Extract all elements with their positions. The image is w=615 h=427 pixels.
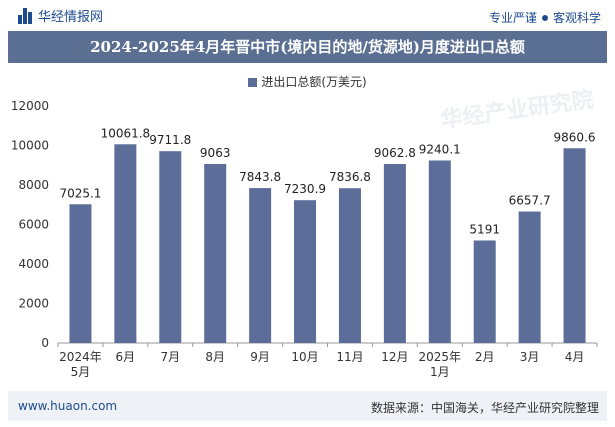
bar [249, 188, 272, 343]
x-tick-label-line: 2月 [475, 350, 495, 364]
x-tick-label: 4月 [565, 350, 585, 364]
legend-swatch [248, 78, 258, 87]
data-label: 9711.8 [149, 133, 191, 147]
x-tick-label: 2024年 5月 [59, 350, 102, 379]
y-tick-label: 8000 [18, 178, 49, 192]
bar [338, 188, 361, 343]
data-label: 7025.1 [59, 186, 101, 200]
bar [383, 164, 406, 343]
x-tick-label-line: 3月 [520, 350, 540, 364]
y-tick-label: 6000 [18, 218, 49, 232]
data-label: 5191 [469, 222, 500, 236]
x-tick-label-line: 7月 [160, 350, 180, 364]
data-label: 9063 [200, 146, 231, 160]
x-tick-label-line: 8月 [205, 350, 225, 364]
x-tick-label-line: 1月 [430, 365, 450, 379]
y-tick-label: 10000 [11, 139, 49, 153]
legend-label: 进出口总额(万美元) [261, 75, 367, 89]
header: 华经情报网 专业严谨 客观科学 [0, 0, 615, 30]
tagline-left: 专业严谨 [488, 11, 537, 25]
x-tick-label-line: 11月 [336, 350, 363, 364]
x-tick-label: 6月 [116, 350, 136, 364]
data-label: 9240.1 [419, 143, 461, 157]
bar [294, 200, 317, 343]
x-tick-label-line: 4月 [565, 350, 585, 364]
bar [159, 151, 182, 343]
x-tick-label-line: 12月 [381, 350, 408, 364]
x-tick-label: 8月 [205, 350, 225, 364]
bar [473, 240, 496, 343]
data-label: 7230.9 [284, 182, 326, 196]
bar [518, 211, 541, 343]
x-tick-label: 2月 [475, 350, 495, 364]
bar [563, 148, 586, 343]
x-tick-label-line: 6月 [116, 350, 136, 364]
y-tick-label: 12000 [11, 99, 49, 113]
brand-name: 华经情报网 [38, 10, 104, 25]
data-label: 9860.6 [554, 130, 596, 144]
dot-icon [541, 15, 548, 21]
tagline: 专业严谨 客观科学 [489, 9, 601, 26]
footer: www.huaon.com 数据来源：中国海关，华经产业研究院整理 [8, 391, 607, 421]
bar [428, 160, 451, 343]
tagline-right: 客观科学 [552, 11, 601, 25]
data-label: 10061.8 [101, 126, 151, 140]
x-tick-label: 10月 [291, 350, 318, 364]
chart-title: 2024-2025年4月年晋中市(境内目的地/货源地)月度进出口总额 [8, 31, 607, 63]
bar [204, 164, 227, 343]
data-label: 7843.8 [239, 170, 281, 184]
y-tick-label: 2000 [18, 297, 49, 311]
y-tick-label: 4000 [18, 257, 49, 271]
x-tick-label: 2025年 1月 [419, 350, 462, 379]
data-label: 7836.8 [329, 170, 371, 184]
x-tick-label: 3月 [520, 350, 540, 364]
brand[interactable]: 华经情报网 [18, 6, 103, 25]
footer-source: 数据来源：中国海关，华经产业研究院整理 [370, 401, 599, 415]
bar [114, 144, 137, 343]
x-tick-label: 12月 [381, 350, 408, 364]
x-tick-label-line: 2025年 [419, 350, 462, 364]
x-tick-label-line: 2024年 [59, 350, 102, 364]
bar-logo-icon [18, 7, 32, 24]
x-tick-label-line: 9月 [250, 350, 270, 364]
x-tick-label-line: 10月 [291, 350, 318, 364]
y-tick-label: 0 [41, 336, 49, 350]
bar [69, 204, 92, 343]
x-tick-label: 9月 [250, 350, 270, 364]
chart-legend[interactable]: 进出口总额(万美元) [0, 73, 615, 90]
data-label: 6657.7 [509, 194, 551, 208]
x-tick-label-line: 5月 [71, 365, 91, 379]
data-label: 9062.8 [374, 146, 416, 160]
x-tick-label: 11月 [336, 350, 363, 364]
footer-url[interactable]: www.huaon.com [18, 399, 118, 413]
x-tick-label: 7月 [160, 350, 180, 364]
